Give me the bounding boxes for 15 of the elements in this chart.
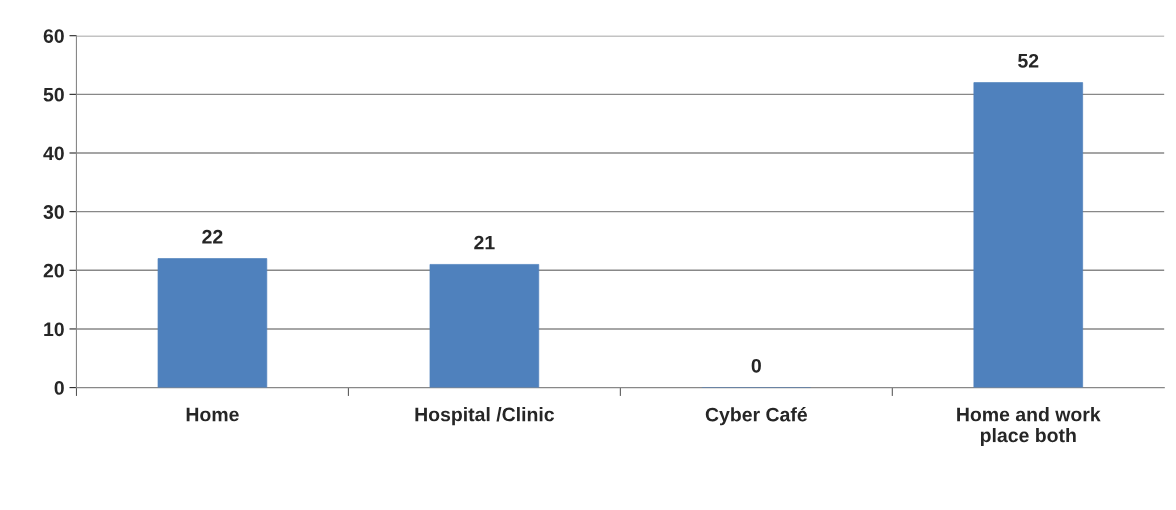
x-tick-label: Hospital /Clinic [415,407,555,426]
data-label: 52 [1018,53,1039,68]
data-label: 22 [202,229,223,244]
data-label: 21 [474,235,495,250]
y-tick-label: 20 [43,263,64,278]
y-tick-label: 30 [43,205,64,219]
x-tick-label: Home and work place both [957,407,1101,447]
y-tick-label: 40 [43,146,64,161]
x-tick-label: Cyber Café [705,407,807,426]
y-tick-label: 10 [44,322,64,337]
data-label: 0 [751,358,761,373]
y-tick-label: 50 [43,87,64,102]
x-tick-label: Home [186,407,239,422]
y-tick-label: 60 [43,29,64,43]
y-tick-label: 0 [54,381,64,395]
